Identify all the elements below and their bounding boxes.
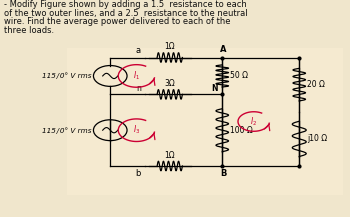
Text: 115 / 0° V rms: 115 / 0° V rms [42,73,91,79]
Text: j10 Ω: j10 Ω [307,134,327,143]
Text: 115 / 0° V rms: 115 / 0° V rms [42,127,91,133]
Text: N: N [211,84,218,93]
Text: a: a [136,46,141,55]
Text: wire. Find the average power delivered to each of the: wire. Find the average power delivered t… [4,17,230,26]
Text: 3Ω: 3Ω [164,79,175,88]
Text: 1Ω: 1Ω [164,43,175,51]
Text: - Modify Figure shown by adding a 1.5  resistance to each: - Modify Figure shown by adding a 1.5 re… [4,0,246,9]
Text: three loads.: three loads. [4,26,54,35]
Text: $I_1$: $I_1$ [133,70,140,82]
Text: $I_2$: $I_2$ [250,115,257,128]
Text: of the two outer lines, and a 2.5  resistance to the neutral: of the two outer lines, and a 2.5 resist… [4,9,247,18]
Text: $I_3$: $I_3$ [133,124,140,136]
Text: 50 Ω: 50 Ω [230,71,248,81]
Text: B: B [220,169,226,178]
Text: 1Ω: 1Ω [164,151,175,160]
Text: 20 Ω: 20 Ω [307,80,325,89]
Text: n: n [136,84,141,93]
Text: 100 Ω: 100 Ω [230,126,253,135]
Text: A: A [220,45,226,54]
Text: b: b [136,169,141,178]
FancyBboxPatch shape [66,48,343,195]
